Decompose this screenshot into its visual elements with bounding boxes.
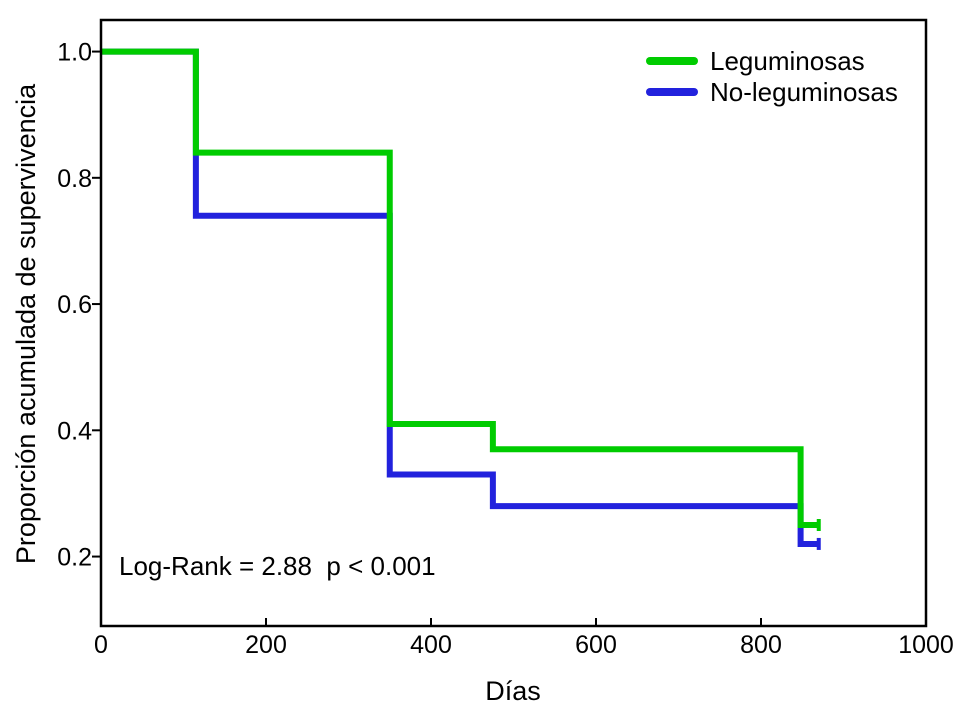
x-tick-label: 800 bbox=[740, 631, 782, 659]
legend-swatch-green-line bbox=[646, 56, 698, 65]
log-rank-annotation: Log-Rank = 2.88 p < 0.001 bbox=[119, 551, 436, 581]
legend-label-leguminosas: Leguminosas bbox=[710, 45, 865, 76]
survival-curve-no-leguminosas bbox=[101, 48, 819, 547]
legend: Leguminosas No-leguminosas bbox=[646, 45, 898, 107]
y-tick-label: 1.0 bbox=[57, 39, 92, 67]
legend-label-no-leguminosas: No-leguminosas bbox=[710, 76, 898, 107]
y-tick-label: 0.2 bbox=[57, 544, 92, 572]
x-tick-label: 0 bbox=[94, 631, 108, 659]
y-tick-label: 0.6 bbox=[57, 291, 92, 319]
legend-item-no-leguminosas: No-leguminosas bbox=[646, 76, 898, 107]
y-tick-label: 0.8 bbox=[57, 165, 92, 193]
legend-item-leguminosas: Leguminosas bbox=[646, 45, 898, 76]
x-tick-label: 1000 bbox=[898, 631, 954, 659]
x-tick-label: 400 bbox=[410, 631, 452, 659]
plot-border bbox=[99, 18, 928, 628]
x-tick-label: 600 bbox=[575, 631, 617, 659]
y-tick-label: 0.4 bbox=[57, 417, 92, 445]
legend-swatch-blue-line bbox=[646, 87, 698, 96]
survival-curve-leguminosas bbox=[101, 48, 819, 528]
x-tick-label: 200 bbox=[245, 631, 287, 659]
x-axis-title: Días bbox=[485, 676, 541, 706]
y-axis-title: Proporción acumulada de supervivencia bbox=[11, 83, 41, 565]
